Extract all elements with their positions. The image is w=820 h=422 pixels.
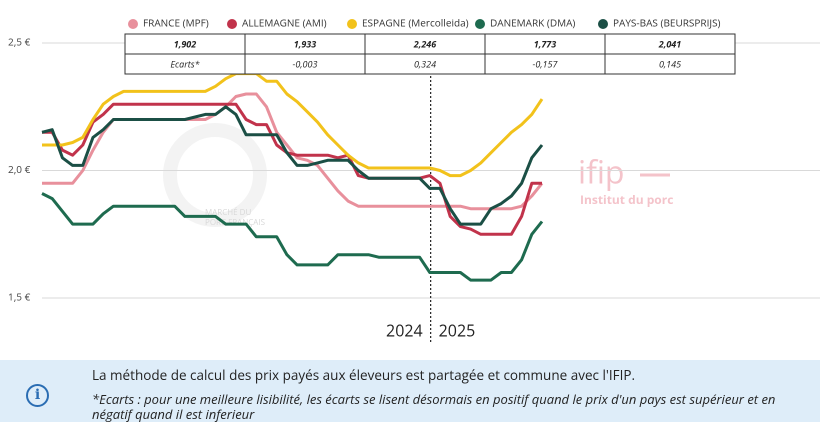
data-table: 1,902 1,933 2,246 1,773 2,041 Ecarts* -0,003 0,… bbox=[124, 33, 736, 75]
table-text: 2,246 bbox=[413, 37, 437, 50]
series-line bbox=[42, 72, 544, 178]
legend-label: ALLEMAGNE (AMI) bbox=[242, 16, 327, 30]
table-text: Ecarts* bbox=[170, 57, 200, 70]
legend-label: DANEMARK (DMA) bbox=[490, 16, 575, 30]
table-text: 1,773 bbox=[534, 37, 556, 50]
note-text: La méthode de calcul des prix payés aux … bbox=[92, 366, 636, 384]
table-text: 1,902 bbox=[174, 37, 196, 50]
watermark-logo bbox=[163, 123, 267, 227]
y-tick-label: 1,5 € bbox=[8, 290, 31, 304]
info-icon: i bbox=[26, 384, 49, 407]
legend-label: FRANCE (MPF) bbox=[143, 16, 209, 30]
watermark-text: Institut du porc bbox=[580, 191, 673, 208]
legend-marker bbox=[227, 19, 237, 29]
table-text: -0,157 bbox=[533, 57, 559, 70]
series-line bbox=[42, 102, 542, 236]
legend-marker bbox=[128, 19, 138, 29]
legend-label: ESPAGNE (Mercolleida) bbox=[362, 16, 469, 30]
table-text: 2,041 bbox=[658, 37, 681, 50]
note-footnote: *Ecarts : pour une meilleure lisibilité,… bbox=[92, 390, 776, 422]
table-text: 0,145 bbox=[659, 57, 681, 70]
series-line bbox=[41, 105, 544, 226]
watermark-text: ifip bbox=[578, 151, 625, 194]
legend-marker bbox=[347, 19, 357, 29]
legend-marker bbox=[598, 19, 608, 29]
y-tick-label: 2,0 € bbox=[8, 162, 31, 176]
table-cell bbox=[604, 53, 736, 75]
table-text: 1,933 bbox=[294, 37, 316, 50]
info-box: i La méthode de calcul des prix payés au… bbox=[0, 360, 820, 422]
table-text: -0,003 bbox=[293, 57, 318, 70]
watermark-text: MARCHÉ DU bbox=[205, 207, 251, 218]
series-line bbox=[42, 92, 544, 211]
period-label: 2024 bbox=[386, 319, 423, 341]
period-label: 2025 bbox=[439, 319, 476, 341]
legend-label: PAYS-BAS (BEURSPRIJS) bbox=[613, 16, 721, 30]
series-line bbox=[41, 192, 544, 282]
y-tick-label: 2,5 € bbox=[8, 35, 31, 49]
legend-marker bbox=[475, 19, 485, 29]
table-text: 0,324 bbox=[414, 57, 436, 70]
